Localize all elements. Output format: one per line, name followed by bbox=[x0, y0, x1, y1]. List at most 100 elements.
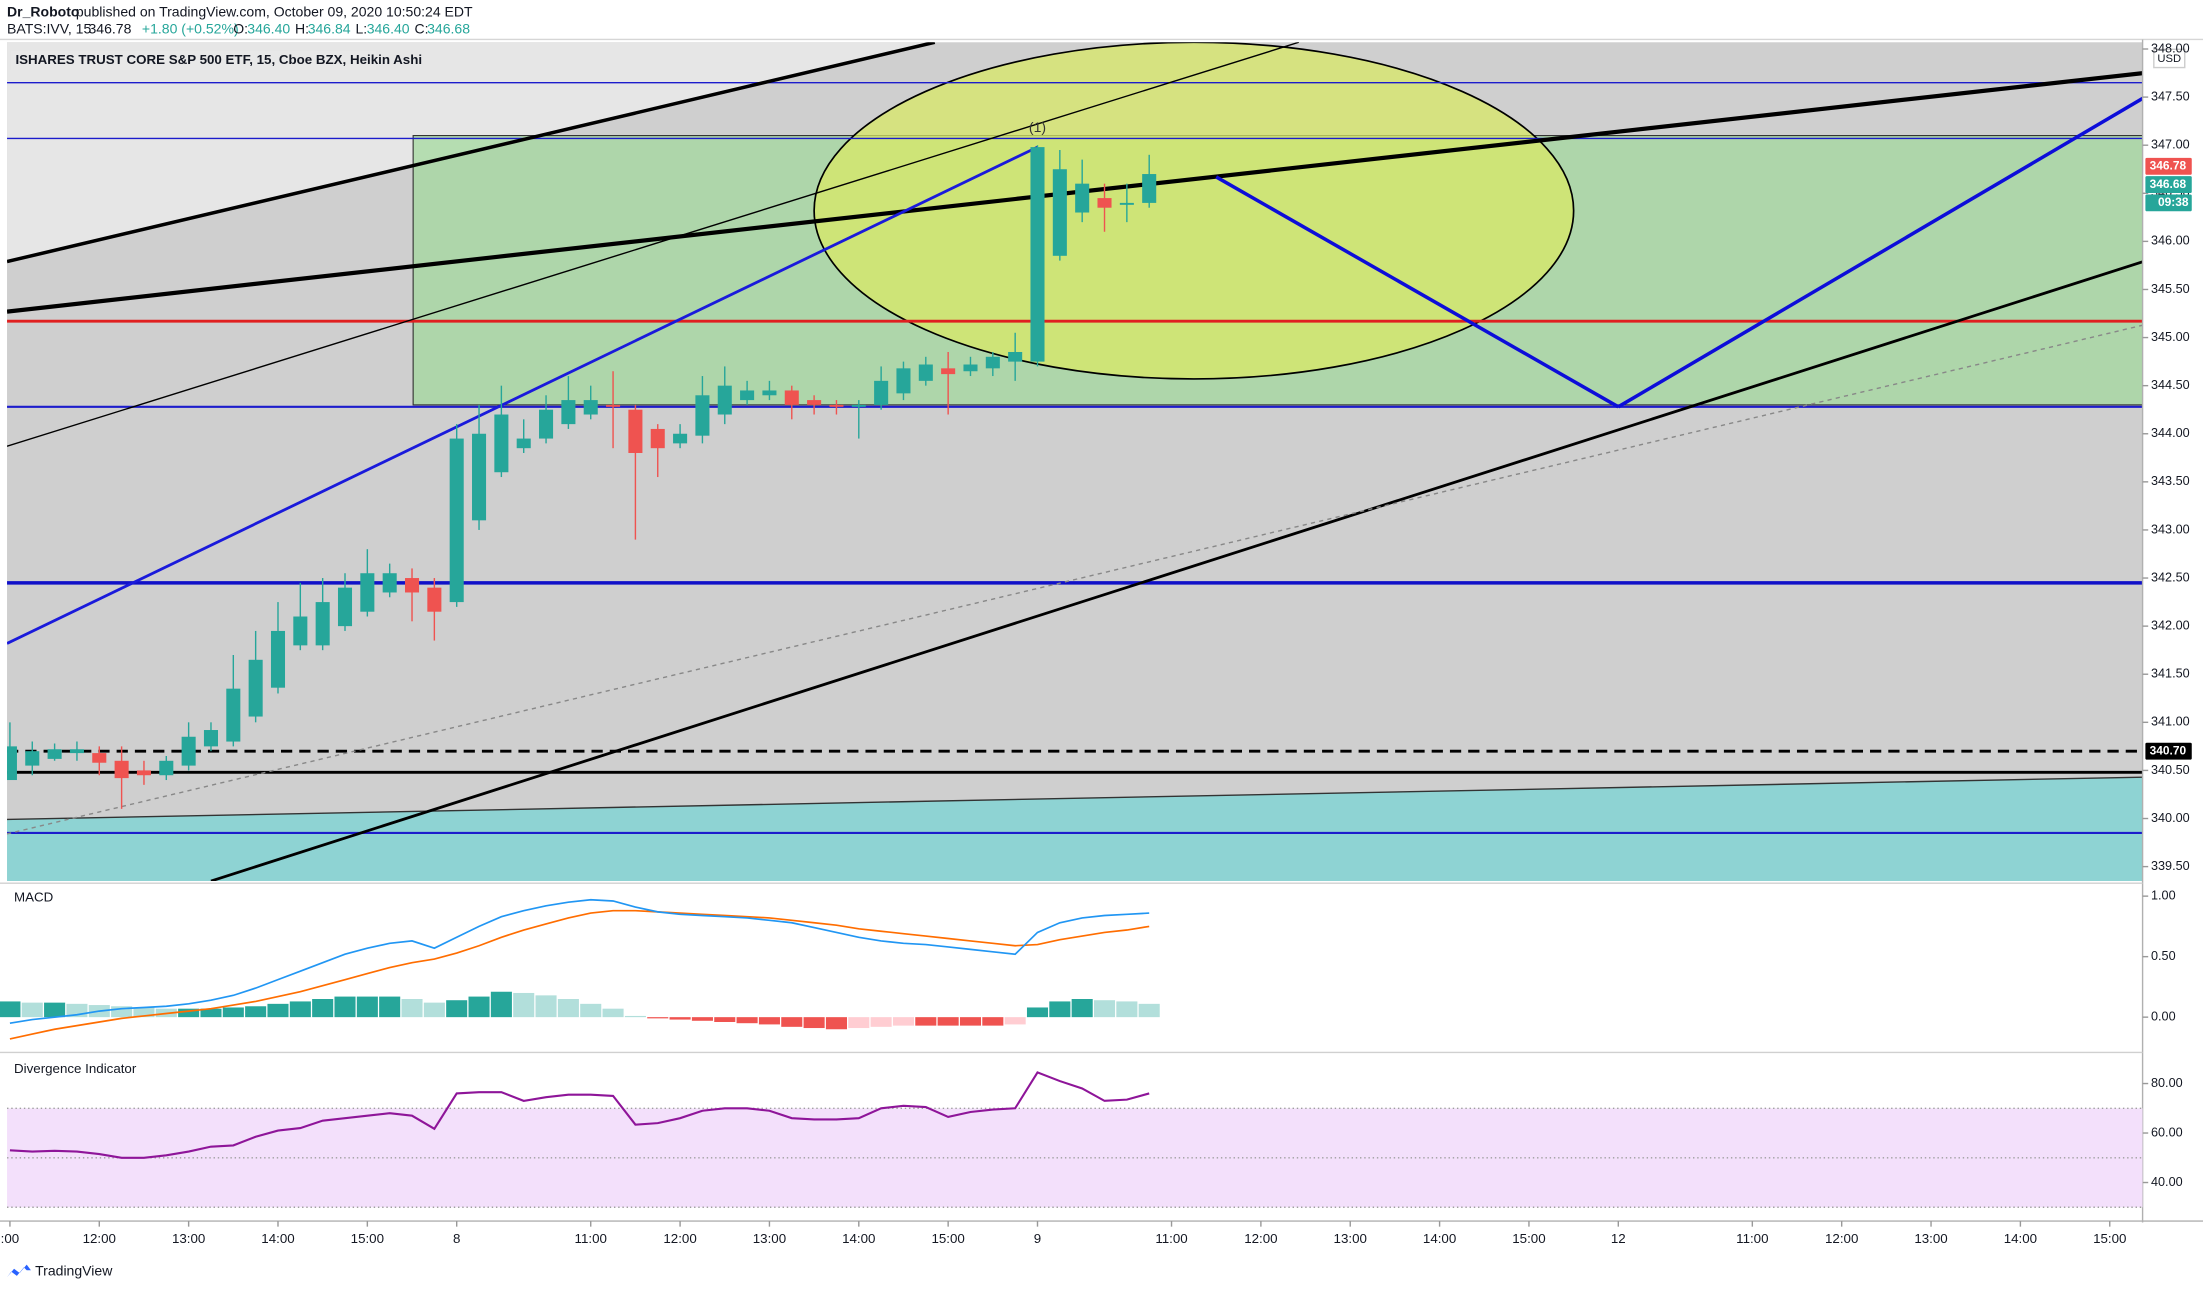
y-tick-label: 340.50 bbox=[2151, 763, 2190, 777]
ohlc-label: C: bbox=[414, 20, 428, 36]
candle-body bbox=[25, 751, 40, 766]
histogram-bar bbox=[379, 996, 401, 1018]
candle-body bbox=[449, 438, 464, 603]
price-tag bbox=[2145, 157, 2192, 175]
x-tick-label: 12:00 bbox=[1244, 1231, 1277, 1246]
countdown: 09:38 bbox=[2158, 195, 2189, 209]
ohlc-label: H: bbox=[295, 20, 309, 36]
author: Dr_Roboto bbox=[7, 3, 80, 19]
y-tick-label: 347.00 bbox=[2151, 138, 2190, 152]
histogram-bar bbox=[312, 999, 334, 1018]
candle-body bbox=[404, 578, 420, 593]
y-tick-label: 341.50 bbox=[2151, 667, 2190, 681]
x-tick-label: 12 bbox=[1611, 1231, 1626, 1246]
x-tick-label: 8 bbox=[453, 1231, 460, 1246]
histogram-bar bbox=[1071, 999, 1093, 1018]
histogram-bar bbox=[446, 1000, 468, 1018]
candle-body bbox=[740, 390, 755, 401]
histogram-bar bbox=[1116, 1001, 1138, 1018]
candle-body bbox=[874, 380, 889, 405]
candle-body bbox=[1142, 174, 1157, 203]
histogram-bar bbox=[959, 1017, 982, 1026]
candle-body bbox=[539, 409, 554, 439]
y-tick-label: 0.50 bbox=[2151, 949, 2176, 963]
y-tick-label: 340.00 bbox=[2151, 811, 2190, 825]
y-tick-label: 0.00 bbox=[2151, 1009, 2176, 1023]
ohlc-value: 346.68 bbox=[427, 20, 470, 36]
ohlc-value: 346.40 bbox=[247, 20, 290, 36]
y-tick-label: 341.00 bbox=[2151, 715, 2190, 729]
trend-line bbox=[7, 42, 936, 264]
y-tick-label: 344.50 bbox=[2151, 378, 2190, 392]
pane-title: MACD bbox=[14, 889, 53, 904]
histogram-bar bbox=[557, 999, 579, 1018]
candle-body bbox=[628, 409, 643, 453]
price-tag-label: 346.68 bbox=[2150, 177, 2187, 191]
candle-body bbox=[382, 573, 397, 593]
trend-line bbox=[1617, 96, 2143, 409]
histogram-bar bbox=[669, 1017, 691, 1020]
histogram-bar bbox=[200, 1008, 222, 1018]
x-tick-label: 14:00 bbox=[1423, 1231, 1456, 1246]
histogram-bar bbox=[624, 1015, 646, 1018]
candle-body bbox=[516, 438, 531, 449]
histogram-bar bbox=[490, 991, 512, 1018]
candle-body bbox=[1030, 147, 1045, 362]
trend-line bbox=[210, 260, 2143, 882]
histogram-bar bbox=[44, 1002, 66, 1018]
candle-body bbox=[561, 400, 576, 425]
trend-line bbox=[1215, 175, 1620, 409]
y-tick-label: 348.00 bbox=[2151, 41, 2190, 55]
candle-body bbox=[472, 433, 487, 521]
y-tick-label: 339.50 bbox=[2151, 859, 2190, 873]
histogram-bar bbox=[0, 1001, 21, 1018]
candle-body bbox=[583, 400, 598, 415]
histogram-bar bbox=[535, 995, 557, 1018]
pane-title: Divergence Indicator bbox=[14, 1061, 137, 1076]
candle-body bbox=[1075, 183, 1090, 213]
x-tick-label: 12:00 bbox=[83, 1231, 116, 1246]
x-tick-label: 12:00 bbox=[1825, 1231, 1858, 1246]
candle-body bbox=[896, 368, 911, 394]
currency-box bbox=[2153, 48, 2186, 69]
trend-line bbox=[7, 776, 2143, 821]
histogram-bar bbox=[982, 1017, 1004, 1026]
histogram-bar bbox=[1049, 1001, 1071, 1018]
symbol: BATS:IVV, 15 bbox=[7, 20, 91, 36]
histogram-bar bbox=[513, 992, 535, 1018]
candle-body bbox=[1097, 198, 1112, 208]
y-tick-label: 345.50 bbox=[2151, 282, 2190, 296]
histogram-bar bbox=[848, 1017, 870, 1029]
candle-body bbox=[695, 395, 710, 436]
price-tag bbox=[2145, 742, 2192, 760]
histogram-bar bbox=[602, 1008, 624, 1018]
x-tick-label: 15:00 bbox=[1512, 1231, 1545, 1246]
candle-body bbox=[203, 730, 219, 747]
candle-body bbox=[270, 630, 286, 688]
histogram-bar bbox=[1026, 1007, 1049, 1018]
histogram-bar bbox=[1004, 1017, 1026, 1025]
candle-body bbox=[494, 414, 509, 473]
x-tick-label: 14:00 bbox=[261, 1231, 294, 1246]
x-tick-label: :00 bbox=[1, 1231, 20, 1246]
wave-label: (1) bbox=[1029, 119, 1046, 135]
histogram-bar bbox=[245, 1006, 267, 1018]
indicator-line bbox=[9, 1071, 1150, 1159]
y-tick-label: 60.00 bbox=[2151, 1125, 2183, 1139]
candle-body bbox=[248, 659, 263, 717]
y-tick-label: 343.00 bbox=[2151, 522, 2190, 536]
candle-body bbox=[293, 616, 308, 646]
x-tick-label: 11:00 bbox=[1736, 1231, 1768, 1246]
y-tick-label: 342.50 bbox=[2151, 570, 2190, 584]
ohlc-label: L: bbox=[355, 20, 367, 36]
candle-body bbox=[1119, 202, 1134, 205]
candle-body bbox=[985, 356, 1000, 369]
logo bbox=[7, 1264, 31, 1278]
candle-body bbox=[650, 428, 665, 449]
x-tick-label: 13:00 bbox=[1334, 1231, 1367, 1246]
histogram-bar bbox=[892, 1017, 915, 1026]
candle-body bbox=[226, 688, 241, 742]
main-plot: (1) bbox=[7, 42, 2143, 882]
ohlc-value: 346.84 bbox=[308, 20, 351, 36]
